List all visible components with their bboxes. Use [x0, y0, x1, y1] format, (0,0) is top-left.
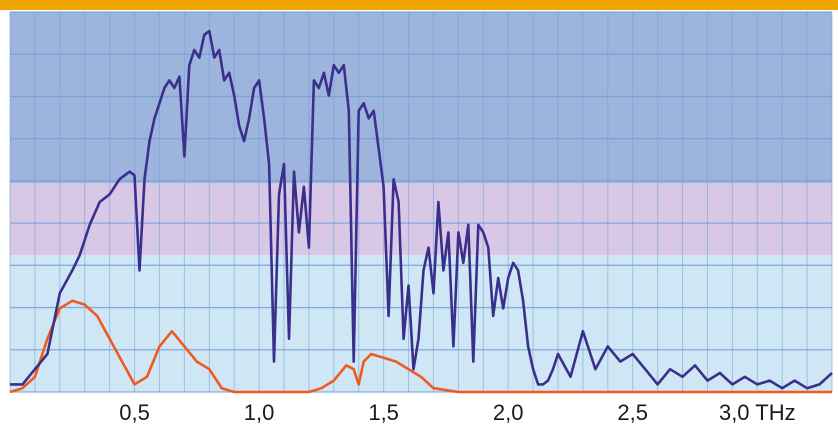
- x-tick-label: 2,5: [617, 400, 648, 425]
- series-line-2: [9, 299, 832, 394]
- background-bands: [10, 12, 832, 392]
- background-band-0: [10, 12, 832, 183]
- x-tick-label: 3,0 THz: [719, 400, 796, 425]
- x-tick-labels: 0,5 1,0 1,5 2,0 2,5 3,0 THz: [119, 400, 795, 425]
- background-band-1: [10, 183, 832, 256]
- x-tick-label: 1,0: [244, 400, 275, 425]
- series-line-1: [10, 29, 833, 390]
- background-band-2: [10, 255, 832, 392]
- x-tick-label: 1,5: [368, 400, 399, 425]
- x-tick-label: 0,5: [119, 400, 150, 425]
- x-tick-label: 2,0: [493, 400, 524, 425]
- top-accent-bar: [0, 0, 838, 10]
- series-layer: [9, 29, 833, 394]
